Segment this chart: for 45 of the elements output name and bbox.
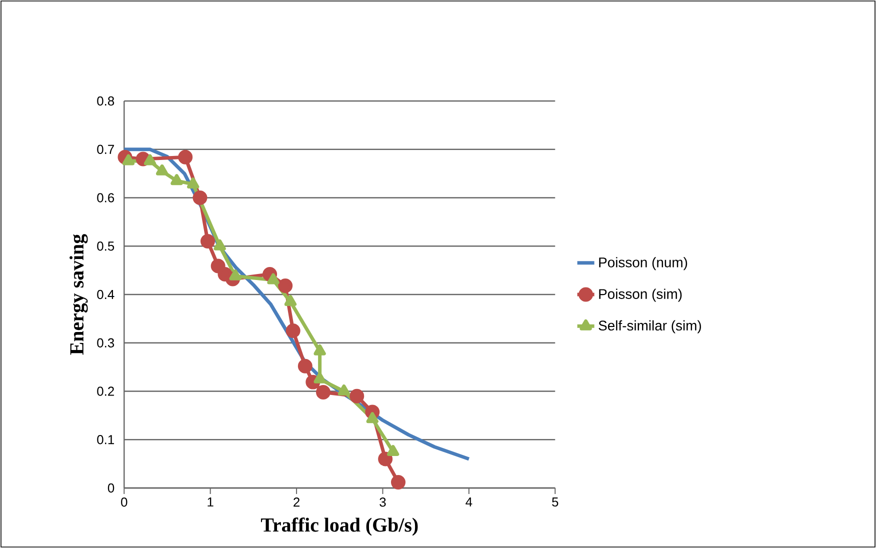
point [314,372,326,384]
x-tick-label: 5 [552,498,558,507]
y-tick-label: 0.7 [97,144,114,154]
y-tick-label: 0.5 [97,242,114,251]
x-axis-title: Traffic load (Gb/s) [260,518,418,536]
point [192,190,208,206]
point [122,154,135,166]
point [210,258,226,274]
y-tick-label: 0.3 [97,338,114,348]
x-tick-label: 1 [208,498,214,506]
y-axis-title: Energy saving [70,234,88,355]
point [267,273,280,284]
point [378,452,393,466]
y-tick-label: 0 [108,483,114,493]
legend-label: Poisson (sim) [599,288,682,302]
point [156,164,168,176]
point [178,150,193,164]
point [278,278,293,294]
point [144,154,156,166]
point [229,269,242,280]
x-tick-label: 4 [466,498,472,506]
y-tick-label: 0.6 [97,193,114,202]
x-tick-label: 0 [121,498,128,507]
point [170,174,183,186]
point [338,384,350,396]
point [200,234,215,249]
y-tick-label: 0.2 [97,386,114,396]
point [350,388,364,404]
point [286,324,300,338]
legend-label: Self-similar (sim) [598,320,701,334]
point [316,384,330,400]
point [391,474,406,490]
y-tick-label: 0.1 [97,435,114,444]
point [298,358,312,374]
point [284,295,297,306]
x-tick-label: 3 [380,498,386,507]
point [187,177,200,188]
x-tick-label: 2 [294,498,300,507]
legend-label: Poisson (num) [599,257,688,270]
y-tick-label: 0.8 [97,96,114,106]
point [386,444,400,456]
point [366,412,378,424]
point [314,344,326,356]
y-tick-label: 0.4 [97,290,114,300]
point [214,239,226,250]
